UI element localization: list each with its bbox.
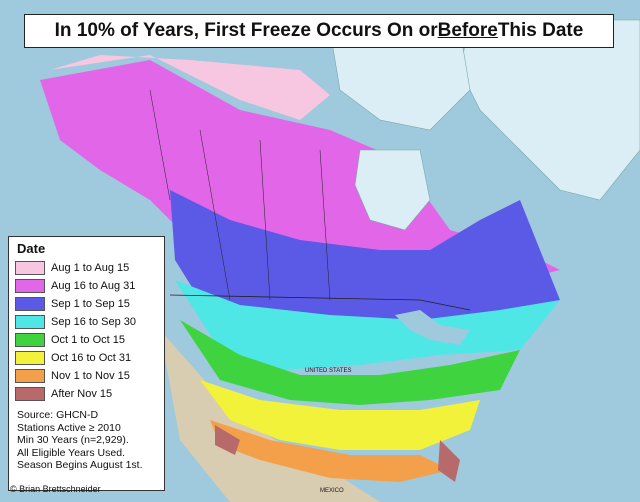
legend-swatch (15, 387, 45, 401)
hudson-bay (354, 149, 431, 231)
legend-item: Aug 16 to Aug 31 (15, 277, 158, 295)
map-label-mexico: MEXICO (320, 488, 344, 494)
credit: © Brian Brettschneider (10, 484, 101, 494)
legend-label: Aug 16 to Aug 31 (51, 280, 136, 292)
title-after: This Date (497, 20, 584, 41)
legend-label: Sep 1 to Sep 15 (51, 298, 130, 310)
note-line: Min 30 Years (n=2,929). (17, 434, 129, 446)
note-line: Source: GHCN-D (17, 409, 99, 421)
legend-label: Aug 1 to Aug 15 (51, 262, 130, 274)
legend: Date Aug 1 to Aug 15 Aug 16 to Aug 31 Sep … (8, 236, 165, 491)
zone-oct16-31 (200, 380, 480, 450)
legend-item: Sep 1 to Sep 15 (15, 295, 158, 313)
legend-item: Aug 1 to Aug 15 (15, 259, 158, 277)
legend-notes: Source: GHCN-D Stations Active ≥ 2010 Min … (15, 409, 158, 472)
legend-label: After Nov 15 (51, 388, 113, 400)
us-canada-border (169, 294, 471, 311)
legend-label: Oct 16 to Oct 31 (51, 352, 132, 364)
map-label-country: UNITED STATES (305, 368, 351, 374)
legend-item: Oct 16 to Oct 31 (15, 349, 158, 367)
legend-rows: Aug 1 to Aug 15 Aug 16 to Aug 31 Sep 1 to … (15, 259, 158, 403)
province-lines (149, 89, 331, 301)
zone-sep16-30 (175, 280, 560, 370)
legend-swatch (15, 297, 45, 311)
legend-item: Nov 1 to Nov 15 (15, 367, 158, 385)
legend-item: Oct 1 to Oct 15 (15, 331, 158, 349)
legend-title: Date (17, 241, 46, 256)
unshaded-land (160, 330, 380, 502)
title-emphasis: Before (437, 20, 498, 41)
legend-swatch (15, 351, 45, 365)
legend-item: After Nov 15 (15, 385, 158, 403)
great-lakes (395, 310, 470, 345)
legend-label: Oct 1 to Oct 15 (51, 334, 125, 346)
legend-swatch (15, 279, 45, 293)
zone-aug1-15 (50, 55, 330, 120)
zone-aug16-31 (40, 60, 560, 300)
zone-oct1-15 (180, 320, 520, 405)
note-line: All Eligible Years Used. (17, 446, 125, 459)
legend-label: Nov 1 to Nov 15 (51, 370, 130, 382)
legend-item: Sep 16 to Sep 30 (15, 313, 158, 331)
note-line: Season Begins August 1st. (17, 459, 143, 471)
legend-swatch (15, 333, 45, 347)
legend-swatch (15, 261, 45, 275)
legend-label: Sep 16 to Sep 30 (51, 316, 137, 328)
title-before: In 10% of Years, First Freeze Occurs On … (54, 20, 438, 41)
zone-sep1-15 (170, 190, 560, 330)
legend-swatch (15, 369, 45, 383)
zone-nov1-15 (210, 420, 450, 482)
note-line: Stations Active ≥ 2010 (17, 421, 121, 434)
legend-swatch (15, 315, 45, 329)
map-title: In 10% of Years, First Freeze Occurs On … (24, 14, 614, 48)
